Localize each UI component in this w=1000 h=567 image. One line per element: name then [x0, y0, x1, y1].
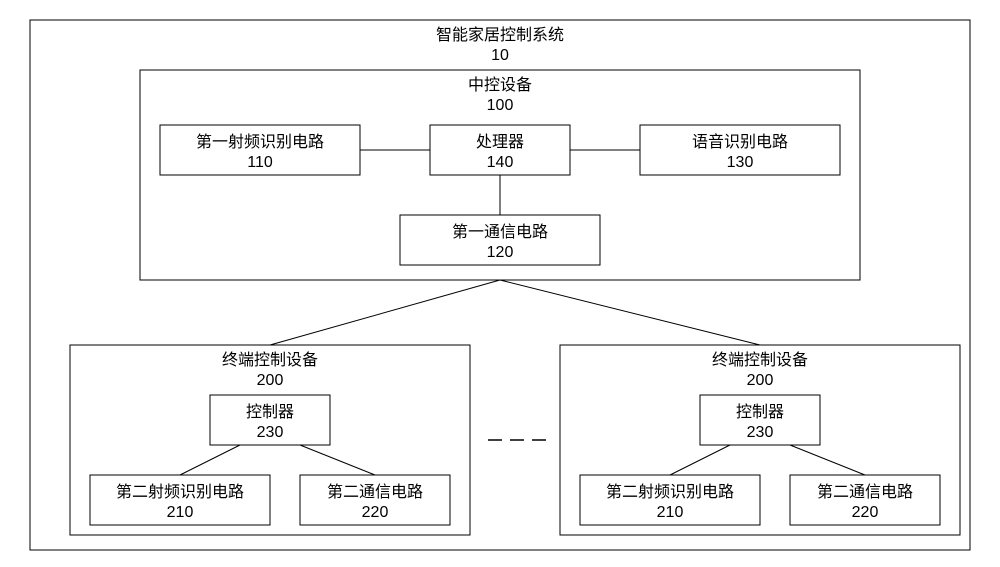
node-ctrlB-title: 控制器 — [736, 403, 784, 421]
node-ctrlB-code: 230 — [747, 424, 774, 441]
node-termB-code: 200 — [747, 372, 774, 389]
node-rf2A: 第二射频识别电路 210 — [90, 475, 270, 525]
node-comm2B-code: 220 — [852, 504, 879, 521]
node-comm1: 第一通信电路 120 — [400, 215, 600, 265]
node-ctrlB: 控制器 230 — [700, 395, 820, 445]
node-rf2B: 第二射频识别电路 210 — [580, 475, 760, 525]
node-rf2B-title: 第二射频识别电路 — [606, 483, 734, 501]
node-rf2B-code: 210 — [657, 504, 684, 521]
node-rf1: 第一射频识别电路 110 — [160, 125, 360, 175]
node-comm2B-title: 第二通信电路 — [817, 483, 913, 501]
node-central-title: 中控设备 — [468, 76, 532, 94]
node-ctrlA-title: 控制器 — [246, 403, 294, 421]
node-comm1-title: 第一通信电路 — [452, 223, 548, 241]
node-proc: 处理器 140 — [430, 125, 570, 175]
node-rf1-code: 110 — [247, 154, 273, 171]
node-termB-title: 终端控制设备 — [712, 351, 808, 369]
node-comm2A-title: 第二通信电路 — [327, 483, 423, 501]
node-voice-title: 语音识别电路 — [692, 133, 788, 151]
node-termA-title: 终端控制设备 — [222, 351, 318, 369]
node-comm2A: 第二通信电路 220 — [300, 475, 450, 525]
node-comm1-code: 120 — [487, 244, 514, 261]
node-proc-title: 处理器 — [476, 133, 524, 151]
node-voice-code: 130 — [727, 154, 754, 171]
node-rf2A-code: 210 — [167, 504, 194, 521]
node-system-code: 10 — [491, 47, 509, 64]
node-rf1-title: 第一射频识别电路 — [196, 133, 324, 151]
system-diagram: 智能家居控制系统 10 中控设备 100 第一射频识别电路 110 处理器 140 语音识别电路… — [0, 0, 1000, 567]
node-ctrlA: 控制器 230 — [210, 395, 330, 445]
node-system-title: 智能家居控制系统 — [436, 26, 564, 44]
node-proc-code: 140 — [487, 154, 514, 171]
node-ctrlA-code: 230 — [257, 424, 284, 441]
node-comm2B: 第二通信电路 220 — [790, 475, 940, 525]
node-termA-code: 200 — [257, 372, 284, 389]
node-rf2A-title: 第二射频识别电路 — [116, 483, 244, 501]
node-central-code: 100 — [487, 97, 514, 114]
node-comm2A-code: 220 — [362, 504, 389, 521]
node-voice: 语音识别电路 130 — [640, 125, 840, 175]
